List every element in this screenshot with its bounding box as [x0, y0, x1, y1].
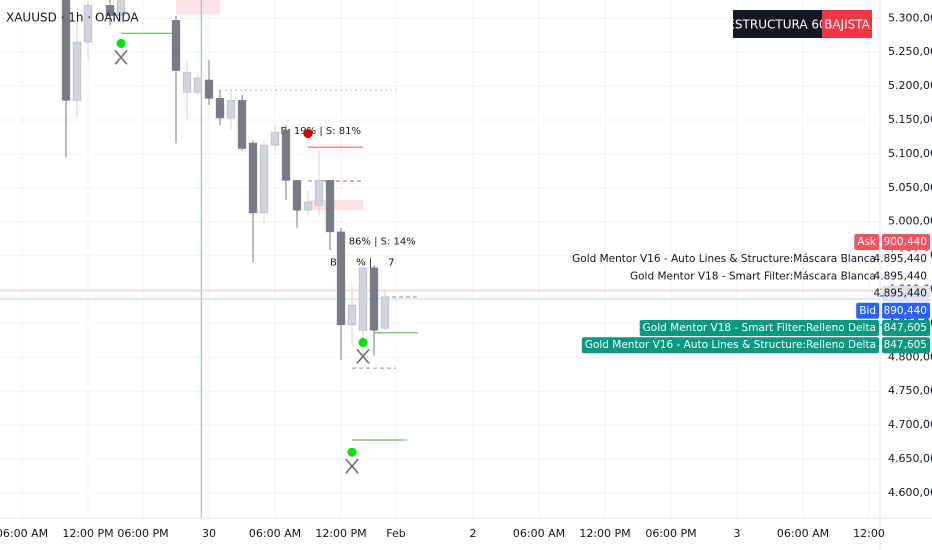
price-tag-value: 4.847,605 [874, 339, 927, 351]
candle-body [303, 201, 313, 211]
price-tag-value: 4.890,440 [874, 305, 927, 317]
candle-body [336, 231, 346, 326]
annotation: B: 19% | S: 81% [281, 126, 361, 137]
price-tag-name: Gold Mentor V18 - Smart Filter:Máscara B… [630, 270, 876, 282]
price-tag-box [882, 251, 930, 268]
candle-body [270, 131, 280, 146]
price-tag-name: Gold Mentor V16 - Auto Lines & Structure… [572, 253, 876, 265]
y-tick-label: 4.600,000 [888, 486, 932, 499]
x-tick-label: 12:00 PM [579, 527, 630, 540]
y-tick-label: 4.800,000 [888, 350, 932, 363]
price-tag-value: 4.895,440 [874, 288, 927, 300]
x-tick-label: 2 [470, 527, 477, 540]
x-tick-label: 12:00 PM [62, 527, 113, 540]
price-tag-name: Bid [859, 305, 876, 317]
y-tick-label: 4.700,000 [888, 418, 932, 431]
candle-body [369, 267, 379, 331]
x-tick-label: 12:00 PM [315, 527, 366, 540]
candle-body [215, 98, 225, 119]
x-tick-label: 12:00 [853, 527, 885, 540]
symbol-title: XAUUSD · 1h · OANDA [6, 11, 139, 25]
badge-label: ESTRUCTURA 60 [727, 18, 826, 32]
price-tag-value: 4.847,605 [874, 322, 927, 334]
y-tick-label: 5.050,000 [888, 181, 932, 194]
signal-dot [303, 129, 313, 139]
price-tag-value: 4.900,440 [874, 236, 927, 248]
price-tag-value: 4.895,440 [874, 253, 927, 265]
signal-dot [116, 38, 126, 48]
y-tick-label: 5.200,000 [888, 79, 932, 92]
candle-body [193, 77, 203, 93]
y-tick-label: 5.150,000 [888, 113, 932, 126]
signal-cross [114, 49, 128, 65]
price-tag-name-box [856, 302, 879, 319]
grid [0, 0, 880, 518]
x-tick-label: 06:00 AM [0, 527, 48, 540]
candle-body [314, 180, 324, 206]
y-tick-label: 4.650,000 [888, 452, 932, 465]
x-tick-label: 3 [734, 527, 741, 540]
structure-badge: ESTRUCTURA 60 BAJISTA [727, 10, 872, 38]
signal-dot [347, 447, 357, 457]
price-tag-box [882, 268, 930, 285]
candle-body [61, 0, 71, 101]
candle-body [281, 129, 291, 181]
x-tick-label: 06:00 PM [645, 527, 696, 540]
signal-dot [358, 337, 368, 347]
price-tag-name: Gold Mentor V18 - Smart Filter:Relleno D… [643, 322, 876, 334]
candle-body [116, 0, 126, 16]
zone [176, 0, 220, 15]
badge-box [733, 10, 822, 38]
candle-body [380, 296, 390, 329]
x-tick-label: 06:00 AM [777, 527, 829, 540]
signal-cross [356, 348, 370, 364]
price-tag-box [882, 234, 930, 250]
y-tick-label: 5.000,000 [888, 215, 932, 228]
price-tag-box [882, 285, 930, 302]
x-tick-label: 30 [202, 527, 216, 540]
y-tick-label: 5.100,000 [888, 147, 932, 160]
candle-body [83, 5, 93, 43]
candle-body [292, 180, 302, 211]
plot-area: B: 19% | S: 81% 86% | S: 14% B: % | 7 [0, 0, 880, 518]
y-tick-label: 5.250,000 [888, 45, 932, 58]
candle-body [171, 20, 181, 71]
price-tag-box [882, 337, 930, 354]
price-tag-value: 4.895,440 [874, 270, 927, 282]
y-tick-label: 4.750,000 [888, 384, 932, 397]
price-tag-name-box [581, 337, 879, 354]
y-tick-label: 5.300,000 [888, 11, 932, 24]
annotation: 86% | S: 14% [349, 236, 416, 247]
price-tag-box [882, 320, 930, 336]
price-tag-name: Ask [857, 236, 877, 248]
candle-body [325, 180, 335, 233]
badge-state: BAJISTA [824, 18, 871, 32]
x-tick-label: 06:00 PM [117, 527, 168, 540]
price-tag-name: Gold Mentor V16 - Auto Lines & Structure… [585, 339, 876, 351]
candle-body [248, 142, 258, 214]
price-tag-name-box [639, 320, 879, 336]
candle-body [237, 100, 247, 149]
price-tag-box [882, 302, 930, 319]
x-tick-label: 06:00 AM [249, 527, 301, 540]
x-tick-label: Feb [386, 527, 405, 540]
candle-body [105, 5, 115, 16]
candle-body [72, 41, 82, 101]
zone [308, 200, 363, 211]
signal-cross [345, 458, 359, 474]
candle-body [204, 79, 214, 99]
candle-body [347, 304, 357, 326]
candle-body [226, 100, 236, 119]
x-tick-label: 06:00 AM [513, 527, 565, 540]
candle-body [259, 144, 269, 214]
candle-body [358, 267, 368, 331]
badge-state-box [822, 10, 872, 38]
candle-body [182, 72, 192, 93]
price-tag-name-box [854, 234, 879, 250]
annotation: B: % | 7 [330, 257, 394, 268]
